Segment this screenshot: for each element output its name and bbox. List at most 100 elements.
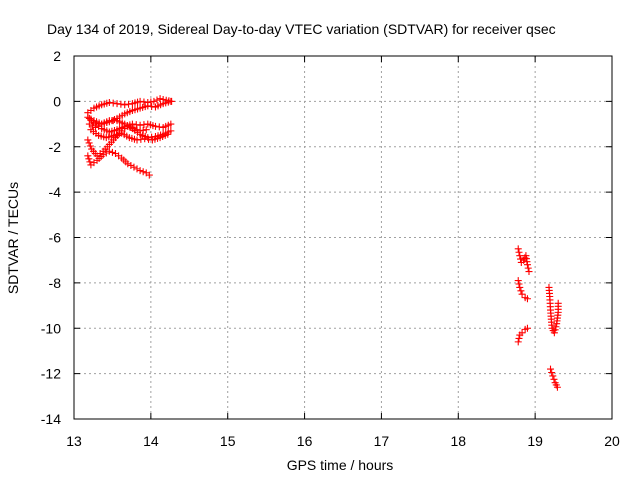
data-point bbox=[84, 113, 92, 121]
data-point bbox=[133, 136, 141, 144]
data-point bbox=[552, 323, 560, 331]
x-axis-label: GPS time / hours bbox=[287, 457, 394, 473]
x-tick-label: 17 bbox=[374, 433, 390, 449]
data-point bbox=[523, 324, 531, 332]
data-point bbox=[145, 171, 153, 179]
y-tick-label: -8 bbox=[49, 275, 62, 291]
x-tick-label: 13 bbox=[66, 433, 82, 449]
data-point bbox=[133, 165, 141, 173]
data-point bbox=[514, 338, 522, 346]
data-point bbox=[136, 167, 144, 175]
data-point bbox=[144, 102, 152, 110]
data-point bbox=[130, 163, 138, 171]
data-point bbox=[125, 100, 133, 108]
data-point bbox=[88, 122, 96, 130]
data-point bbox=[156, 95, 164, 103]
data-point bbox=[140, 98, 148, 106]
data-point bbox=[547, 365, 555, 373]
data-point bbox=[144, 134, 152, 142]
data-point bbox=[150, 97, 158, 105]
y-tick-label: -4 bbox=[49, 184, 62, 200]
data-point bbox=[84, 152, 92, 160]
data-point bbox=[155, 123, 163, 131]
data-point bbox=[548, 368, 556, 376]
data-point bbox=[84, 136, 92, 144]
data-point bbox=[151, 122, 159, 130]
data-point bbox=[86, 158, 94, 166]
data-point bbox=[549, 372, 557, 380]
data-point bbox=[523, 295, 531, 303]
grid-lines bbox=[74, 56, 612, 419]
data-point bbox=[117, 100, 125, 108]
data-point bbox=[132, 121, 140, 129]
data-point bbox=[553, 383, 561, 391]
data-point bbox=[518, 290, 526, 298]
data-point bbox=[136, 97, 144, 105]
data-point bbox=[524, 264, 532, 272]
data-point bbox=[525, 268, 533, 276]
x-tick-label: 19 bbox=[527, 433, 543, 449]
y-tick-label: -2 bbox=[49, 139, 62, 155]
data-point bbox=[95, 122, 103, 130]
data-point bbox=[85, 120, 93, 128]
data-point bbox=[139, 168, 147, 176]
data-point bbox=[167, 127, 175, 135]
data-point bbox=[164, 130, 172, 138]
y-axis-label: SDTVAR / TECUs bbox=[5, 182, 21, 294]
y-tick-label: -10 bbox=[41, 320, 61, 336]
data-point bbox=[514, 245, 522, 253]
y-tick-label: 0 bbox=[53, 93, 61, 109]
data-point bbox=[551, 326, 559, 334]
data-point bbox=[517, 255, 525, 263]
data-point bbox=[153, 96, 161, 104]
data-point bbox=[124, 160, 132, 168]
x-tick-label: 16 bbox=[297, 433, 313, 449]
data-point bbox=[113, 100, 121, 108]
x-tick-label: 20 bbox=[604, 433, 620, 449]
data-point bbox=[145, 135, 153, 143]
data-point bbox=[167, 97, 175, 105]
data-point bbox=[148, 102, 156, 110]
x-tick-label: 18 bbox=[450, 433, 466, 449]
data-point bbox=[515, 280, 523, 288]
data-point bbox=[105, 99, 113, 107]
data-point bbox=[102, 149, 110, 157]
data-point bbox=[140, 121, 148, 129]
data-point bbox=[142, 126, 150, 134]
x-tick-labels: 13 14 15 16 17 18 19 20 bbox=[66, 433, 620, 449]
data-points bbox=[84, 95, 562, 391]
data-point bbox=[105, 147, 113, 155]
data-point bbox=[85, 155, 93, 163]
x-tick-label: 14 bbox=[143, 433, 159, 449]
data-point bbox=[139, 126, 147, 134]
data-point bbox=[99, 151, 107, 159]
data-point bbox=[516, 252, 524, 260]
y-tick-label: -12 bbox=[41, 366, 61, 382]
data-point bbox=[92, 123, 100, 131]
data-point bbox=[108, 148, 116, 156]
data-point bbox=[85, 139, 93, 147]
data-point bbox=[133, 126, 141, 134]
data-point bbox=[550, 375, 558, 383]
data-point bbox=[141, 135, 149, 143]
data-point bbox=[518, 329, 526, 337]
data-point bbox=[127, 161, 135, 169]
data-point bbox=[130, 125, 138, 133]
data-point bbox=[516, 283, 524, 291]
data-point bbox=[554, 299, 562, 307]
data-point bbox=[121, 101, 129, 109]
data-point bbox=[147, 98, 155, 106]
data-point bbox=[515, 334, 523, 342]
data-point bbox=[127, 123, 135, 131]
data-point bbox=[136, 127, 144, 135]
y-tick-label: -6 bbox=[49, 230, 62, 246]
y-tick-label: -14 bbox=[41, 411, 61, 427]
data-point bbox=[517, 287, 525, 295]
data-point bbox=[137, 135, 145, 143]
y-tick-label: 2 bbox=[53, 48, 61, 64]
data-point bbox=[550, 329, 558, 337]
chart-title: Day 134 of 2019, Sidereal Day-to-day VTE… bbox=[47, 21, 556, 37]
x-tick-label: 15 bbox=[220, 433, 236, 449]
data-point bbox=[124, 122, 132, 130]
